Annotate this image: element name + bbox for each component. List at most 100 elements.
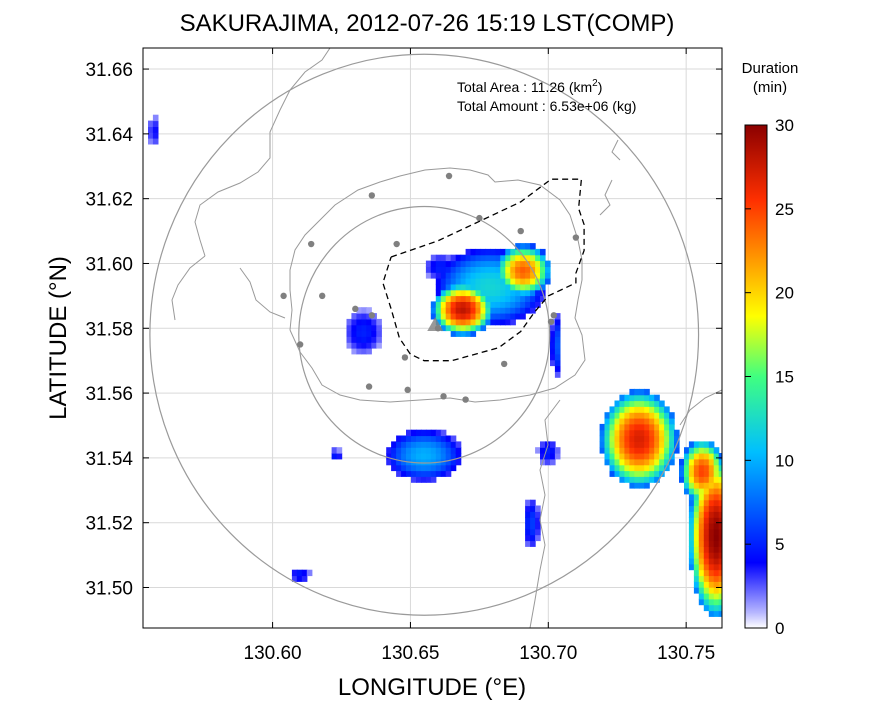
heatmap-cell: [495, 272, 501, 279]
heatmap-cell: [445, 435, 452, 442]
heatmap-cell: [619, 418, 625, 425]
heatmap-cell: [435, 307, 442, 314]
y-tick-label: 31.54: [85, 449, 133, 470]
sampling-point: [368, 312, 376, 319]
heatmap-cell: [366, 348, 372, 355]
heatmap-cell: [718, 540, 722, 547]
heatmap-cell: [361, 330, 367, 337]
sampling-point: [547, 318, 555, 325]
heatmap-cell: [505, 307, 511, 314]
colorbar-tick-label: 5: [775, 535, 784, 554]
heatmap-cell: [445, 301, 452, 308]
heatmap-cell: [470, 248, 477, 256]
heatmap-cell: [545, 458, 551, 466]
heatmap-cell: [460, 260, 467, 267]
heatmap-cell: [520, 295, 526, 302]
heatmap-cell: [599, 435, 606, 442]
heatmap-cell: [639, 435, 645, 442]
heatmap-cell: [554, 353, 561, 361]
heatmap-cell: [718, 563, 722, 571]
heatmap-cell: [401, 441, 407, 448]
heatmap-cell: [505, 301, 511, 308]
heatmap-cell: [629, 453, 635, 460]
heatmap-cell: [693, 558, 700, 565]
heatmap-cell: [435, 318, 442, 326]
heatmap-cell: [703, 540, 710, 547]
heatmap-cell: [490, 248, 496, 256]
heatmap-cell: [386, 453, 392, 460]
heatmap-cell: [698, 546, 705, 553]
heatmap-cell: [465, 248, 472, 256]
heatmap-cell: [406, 441, 412, 448]
heatmap-cell: [713, 482, 720, 489]
heatmap-cell: [430, 254, 437, 262]
heatmap-cell: [450, 289, 457, 297]
heatmap-cell: [465, 313, 472, 320]
heatmap-cell: [619, 429, 625, 437]
colorbar-tick-label: 30: [775, 116, 794, 135]
heatmap-cell: [440, 313, 447, 320]
heatmap-cell: [554, 371, 561, 378]
heatmap-cell: [366, 342, 372, 349]
heatmap-cell: [460, 318, 467, 326]
heatmap-cell: [664, 418, 670, 425]
heatmap-cell: [649, 412, 655, 419]
heatmap-cell: [490, 278, 496, 285]
heatmap-cell: [505, 266, 511, 273]
heatmap-cell: [291, 575, 298, 582]
heatmap-cell: [525, 248, 531, 256]
heatmap-cell: [525, 295, 531, 302]
heatmap-cell: [435, 289, 442, 297]
heatmap-cell: [634, 441, 640, 448]
heatmap-cell: [649, 476, 655, 483]
heatmap-cell: [639, 476, 645, 483]
heatmap-cell: [614, 453, 621, 460]
heatmap-cell: [703, 569, 710, 577]
heatmap-cell: [520, 301, 526, 308]
heatmap-cell: [550, 441, 556, 448]
heatmap-cell: [540, 295, 546, 302]
heatmap-cell: [480, 266, 487, 273]
heatmap-cell: [485, 254, 491, 262]
heatmap-cell: [669, 412, 675, 419]
heatmap-cell: [654, 429, 660, 437]
heatmap-cell: [525, 283, 531, 291]
heatmap-cell: [684, 470, 690, 477]
heatmap-cell: [460, 283, 467, 291]
heatmap-cell: [629, 394, 635, 402]
heatmap-cell: [688, 447, 695, 454]
heatmap-cell: [460, 272, 467, 279]
heatmap-cell: [639, 464, 645, 472]
heatmap-cell: [470, 272, 477, 279]
heatmap-cell: [639, 441, 645, 448]
heatmap-cell: [659, 412, 665, 419]
heatmap-cell: [480, 283, 487, 291]
heatmap-cell: [713, 488, 720, 495]
heatmap-cell: [708, 598, 715, 606]
heatmap-cell: [525, 301, 531, 308]
heatmap-cell: [698, 493, 705, 501]
heatmap-cell: [475, 289, 482, 297]
heatmap-cell: [386, 447, 392, 454]
heatmap-cell: [554, 365, 561, 372]
heatmap-cell: [535, 272, 541, 279]
heatmap-cell: [525, 266, 531, 273]
heatmap-cell: [693, 499, 700, 507]
heatmap-cell: [530, 301, 536, 308]
heatmap-cell: [654, 464, 660, 472]
heatmap-cell: [416, 458, 422, 466]
heatmap-cell: [550, 453, 556, 460]
heatmap-cell: [435, 470, 442, 477]
heatmap-cell: [708, 563, 715, 571]
heatmap-cell: [693, 464, 700, 472]
heatmap-cell: [396, 447, 402, 454]
heatmap-cell: [435, 272, 442, 279]
heatmap-cell: [450, 266, 457, 273]
heatmap-cell: [669, 418, 675, 425]
heatmap-cell: [510, 301, 516, 308]
heatmap-cell: [450, 301, 457, 308]
heatmap-cell: [440, 324, 447, 332]
heatmap-cell: [708, 558, 715, 565]
heatmap-cell: [445, 272, 452, 279]
heatmap-cell: [475, 266, 482, 273]
